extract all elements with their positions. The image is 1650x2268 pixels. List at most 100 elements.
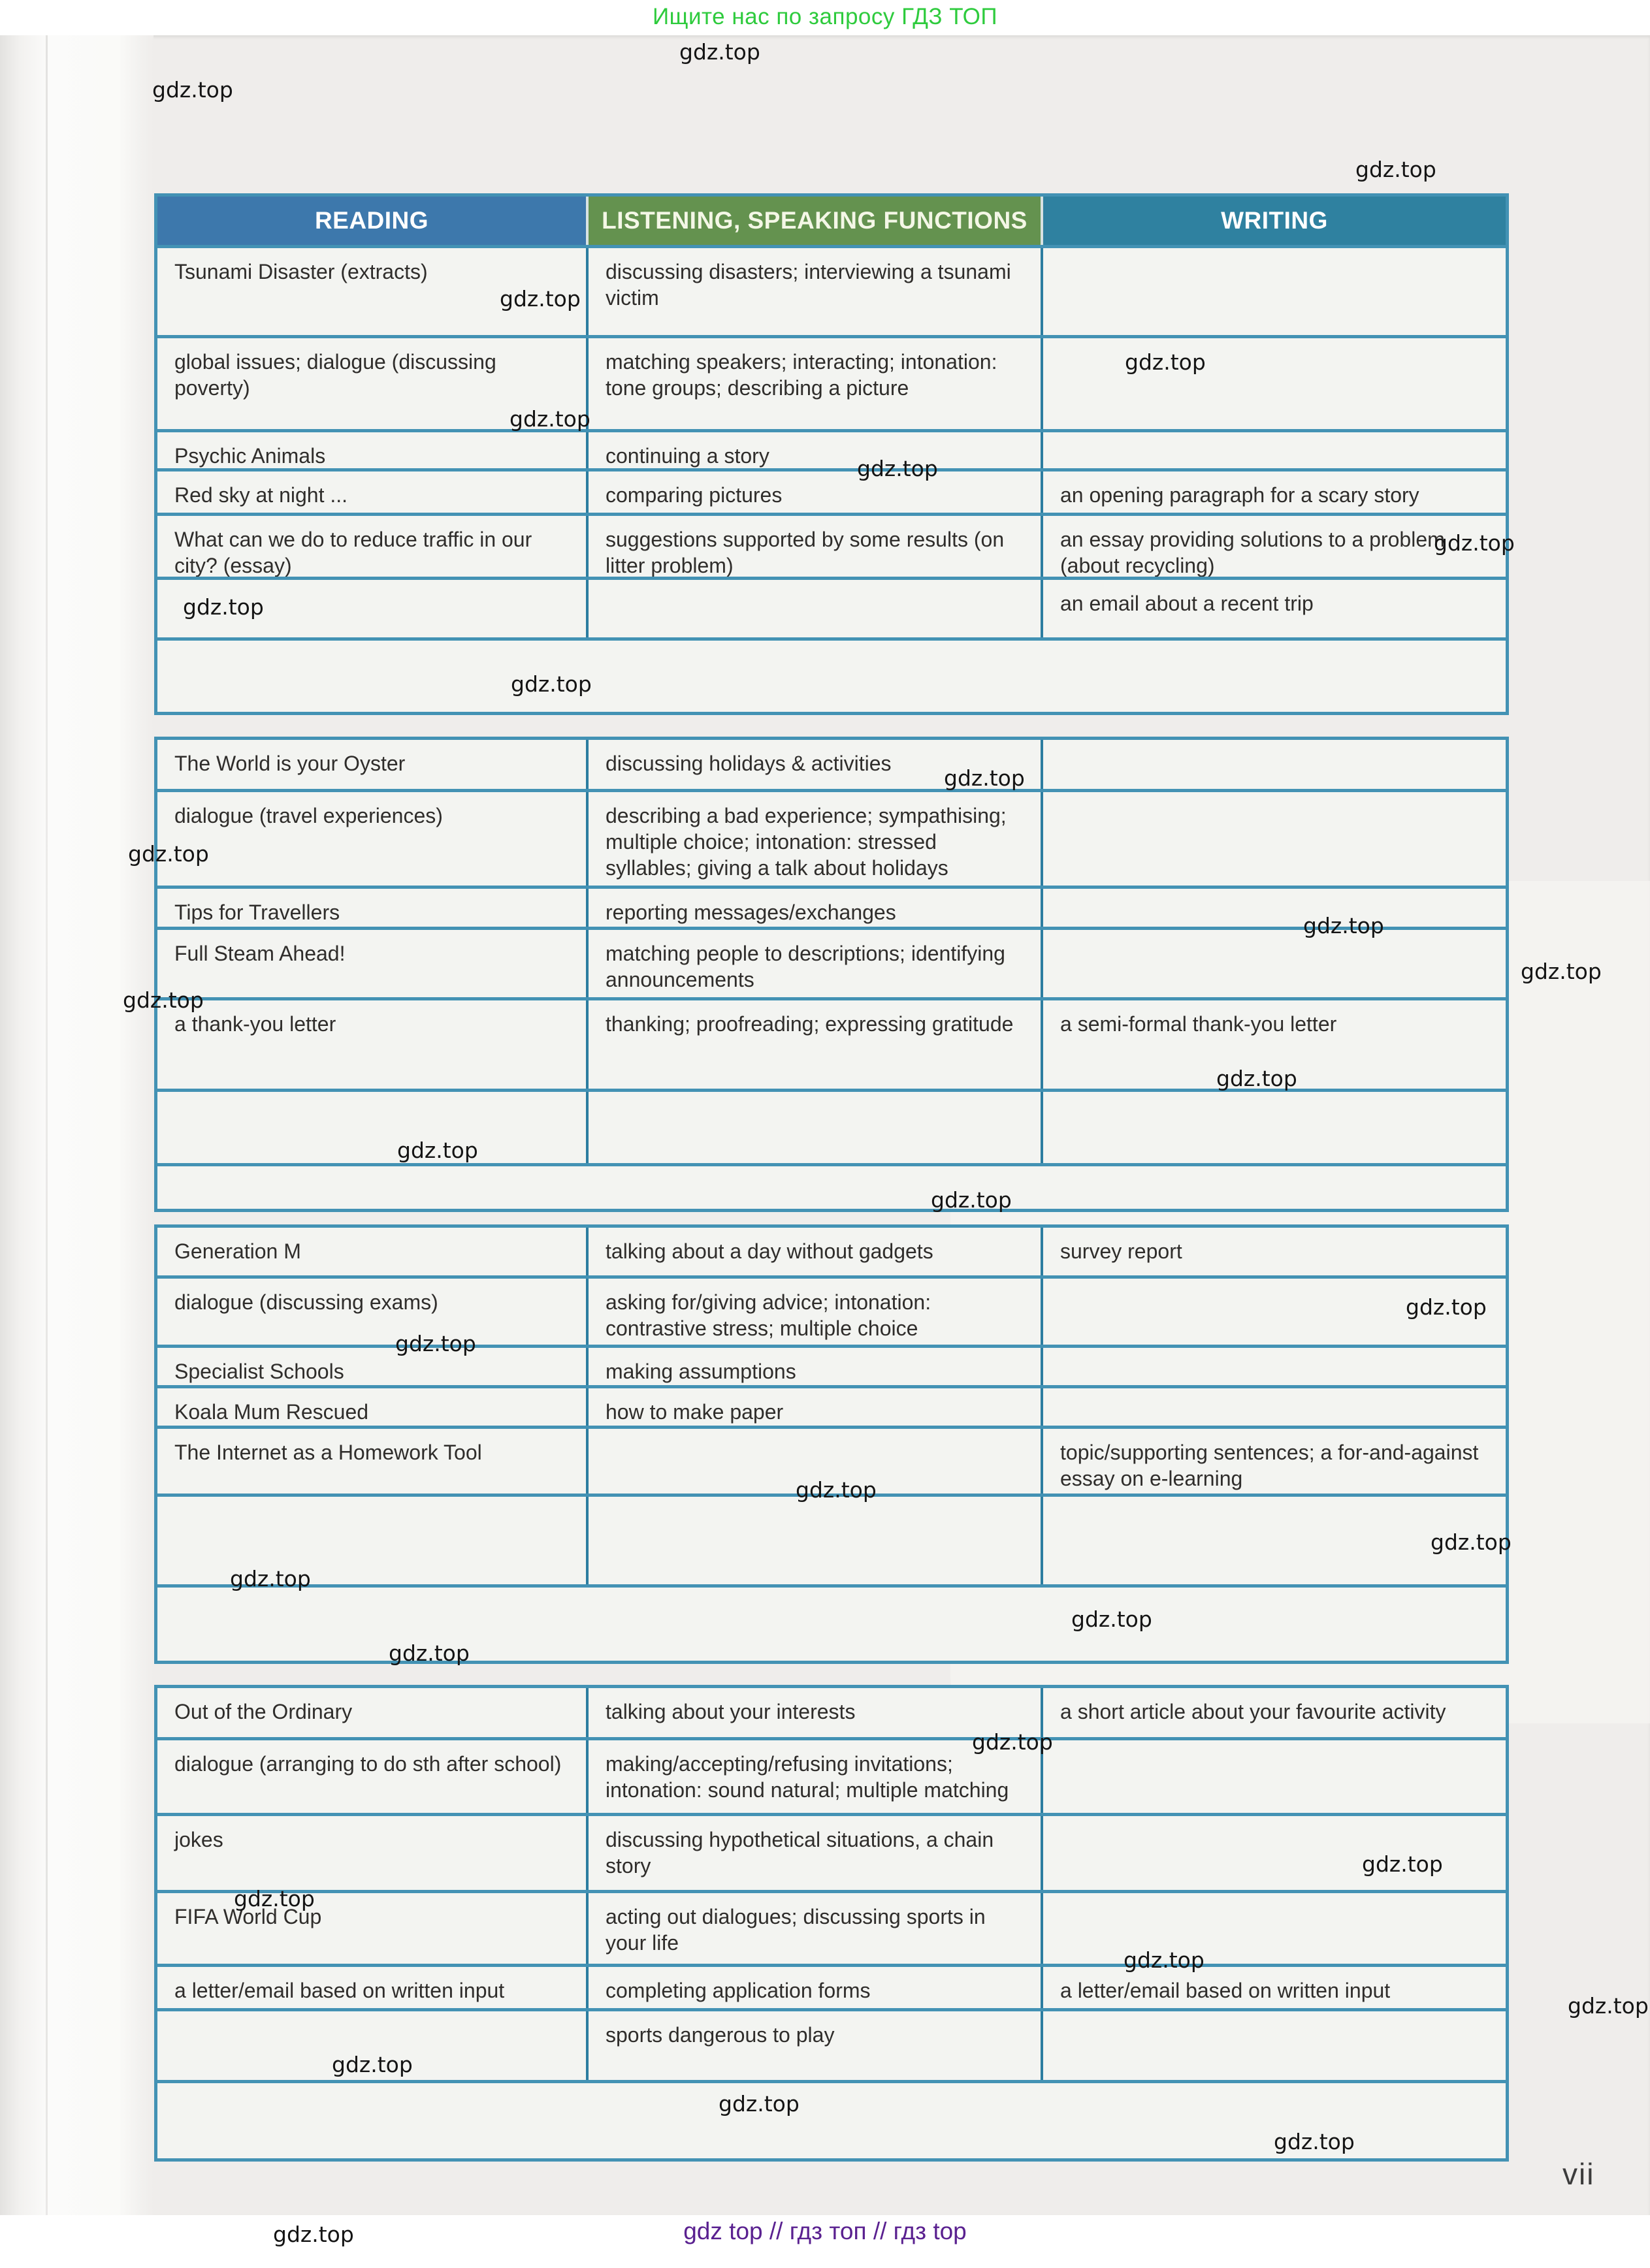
table-cell-listening-speaking: matching people to descriptions; identif… <box>589 930 1043 997</box>
gdz-watermark: gdz.top <box>230 1566 311 1591</box>
table-cell-writing <box>1043 1740 1506 1813</box>
table-row: dialogue (travel experiences) describing … <box>157 789 1506 886</box>
gdz-watermark: gdz.top <box>510 406 590 432</box>
table-row: a thank-you letter thanking; proofreading… <box>157 997 1506 1089</box>
table-cell-reading <box>157 2011 589 2080</box>
toc-table-section-2: The World is your Oyster discussing holid… <box>154 737 1509 1212</box>
promo-banner-top: Ищите нас по запросу ГДЗ ТОП <box>0 4 1650 30</box>
gdz-watermark: gdz.top <box>1434 530 1515 556</box>
table-cell-listening-speaking: sports dangerous to play <box>589 2011 1043 2080</box>
table-cell-full-width <box>157 1166 1506 1209</box>
gdz-watermark: gdz.top <box>1362 1851 1443 1877</box>
gdz-watermark: gdz.top <box>123 987 204 1013</box>
table-cell-writing: an opening paragraph for a scary story <box>1060 483 1419 507</box>
page-number: vii <box>1562 2157 1595 2191</box>
table-cell-writing <box>1043 2011 1506 2080</box>
table-cell-writing: an email about a recent trip <box>1060 592 1314 615</box>
table-cell-reading: a thank-you letter <box>157 1000 589 1089</box>
table-cell-listening-speaking: suggestions supported by some results (o… <box>589 516 1043 577</box>
table-cell-listening-speaking: matching speakers; interacting; intonati… <box>589 338 1043 429</box>
gdz-watermark: gdz.top <box>397 1138 478 1163</box>
table-cell-listening-speaking <box>589 580 1043 637</box>
promo-banner-bottom: gdz top // гдз топ // гдз top <box>0 2218 1650 2245</box>
table-cell-writing <box>1043 1893 1506 1964</box>
gdz-watermark: gdz.top <box>183 594 264 620</box>
table-cell-listening-speaking: describing a bad experience; sympathisin… <box>589 792 1043 886</box>
table-row: Full Steam Ahead! matching people to desc… <box>157 927 1506 997</box>
table-cell-listening-speaking: comparing pictures <box>589 471 1043 513</box>
table-row <box>157 1584 1506 1661</box>
gdz-watermark: gdz.top <box>500 286 581 311</box>
gdz-watermark: gdz.top <box>1355 157 1436 182</box>
table-cell-writing <box>1043 1388 1506 1426</box>
toc-table-section-1: READING LISTENING, SPEAKING FUNCTIONS WRIT… <box>154 193 1509 715</box>
table-cell-reading <box>157 1092 589 1163</box>
book-spine-gutter <box>0 35 154 2215</box>
table-cell-listening-speaking: acting out dialogues; discussing sports … <box>589 1893 1043 1964</box>
table-cell-listening-speaking: how to make paper <box>589 1388 1043 1426</box>
gdz-watermark: gdz.top <box>1568 1993 1649 2019</box>
gdz-watermark: gdz.top <box>1521 959 1602 984</box>
gdz-watermark: gdz.top <box>1303 913 1384 938</box>
gdz-watermark: gdz.top <box>972 1729 1053 1755</box>
table-cell-writing: survey report <box>1060 1239 1182 1263</box>
table-cell-writing: a short article about your favourite act… <box>1060 1700 1446 1723</box>
table-cell-reading: Full Steam Ahead! <box>157 930 589 997</box>
table-row: jokes discussing hypothetical situations,… <box>157 1813 1506 1890</box>
table-cell-reading: a letter/email based on written input <box>157 1967 589 2008</box>
page-crease-line <box>46 35 48 2215</box>
table-cell-listening-speaking: thanking; proofreading; expressing grati… <box>589 1000 1043 1089</box>
gdz-watermark: gdz.top <box>679 39 760 65</box>
table-cell-writing <box>1043 792 1506 886</box>
table-cell-listening-speaking: discussing holidays & activities <box>589 740 1043 789</box>
table-cell-listening-speaking: making assumptions <box>589 1348 1043 1385</box>
table-row: The World is your Oyster discussing holid… <box>157 740 1506 789</box>
table-row: dialogue (discussing exams) asking for/gi… <box>157 1275 1506 1345</box>
gdz-watermark: gdz.top <box>234 1886 315 1911</box>
table-row <box>157 637 1506 712</box>
table-row: What can we do to reduce traffic in our … <box>157 513 1506 577</box>
gdz-watermark: gdz.top <box>128 841 209 867</box>
table-cell-writing <box>1043 248 1506 335</box>
gdz-watermark: gdz.top <box>1431 1529 1512 1555</box>
gdz-watermark: gdz.top <box>1124 1947 1205 1973</box>
gdz-watermark: gdz.top <box>1125 349 1206 375</box>
table-cell-reading: dialogue (arranging to do sth after scho… <box>157 1740 589 1813</box>
table-cell-reading: The World is your Oyster <box>157 740 589 789</box>
gdz-watermark: gdz.top <box>1274 2129 1355 2154</box>
table-cell-listening-speaking <box>589 1497 1043 1584</box>
gdz-watermark: gdz.top <box>152 77 233 103</box>
table-cell-listening-speaking: talking about a day without gadgets <box>589 1228 1043 1275</box>
table-row: Koala Mum Rescued how to make paper <box>157 1385 1506 1426</box>
table-cell-reading <box>157 580 589 637</box>
table-cell-full-width <box>157 1588 1506 1661</box>
table-cell-listening-speaking: discussing hypothetical situations, a ch… <box>589 1816 1043 1890</box>
table-cell-listening-speaking: asking for/giving advice; intonation: co… <box>589 1279 1043 1345</box>
table-row: Specialist Schools making assumptions <box>157 1345 1506 1385</box>
table-cell-reading: Psychic Animals <box>157 432 589 468</box>
table-cell-reading: Koala Mum Rescued <box>157 1388 589 1426</box>
table-cell-reading: dialogue (discussing exams) <box>157 1279 589 1345</box>
table-cell-listening-speaking <box>589 1429 1043 1493</box>
table-cell-reading: Out of the Ordinary <box>157 1688 589 1737</box>
gdz-watermark: gdz.top <box>944 765 1025 791</box>
table-row: Tips for Travellers reporting messages/ex… <box>157 886 1506 927</box>
table-row: an email about a recent trip <box>157 577 1506 637</box>
gdz-watermark: gdz.top <box>1406 1294 1487 1320</box>
table-cell-writing: a semi-formal thank-you letter <box>1060 1012 1337 1036</box>
table-cell-writing <box>1043 1092 1506 1163</box>
column-header-listening-speaking: LISTENING, SPEAKING FUNCTIONS <box>589 197 1043 245</box>
toc-table-section-4: Out of the Ordinary talking about your in… <box>154 1685 1509 2162</box>
table-row: Tsunami Disaster (extracts) discussing di… <box>157 245 1506 335</box>
table-row <box>157 2080 1506 2158</box>
table-row <box>157 1163 1506 1209</box>
table-cell-writing <box>1043 432 1506 468</box>
table-row <box>157 1089 1506 1163</box>
promo-banner-bottom-text: gdz top // гдз топ // гдз top <box>683 2218 967 2244</box>
gdz-watermark: gdz.top <box>1216 1066 1297 1091</box>
table-cell-writing: an essay providing solutions to a proble… <box>1060 528 1445 577</box>
table-cell-writing <box>1043 889 1506 927</box>
table-cell-reading: global issues; dialogue (discussing pove… <box>157 338 589 429</box>
